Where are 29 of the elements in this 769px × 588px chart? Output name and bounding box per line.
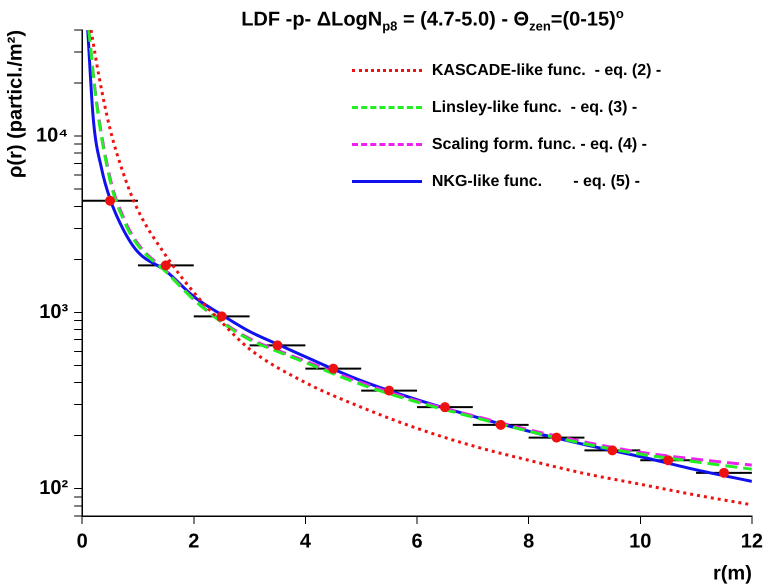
x-tick-label: 0 <box>76 530 88 553</box>
legend-label: Linsley-like func. - eq. (3) - <box>432 98 638 116</box>
x-tick-label: 12 <box>740 530 763 553</box>
point <box>607 445 618 456</box>
x-tick-label: 6 <box>411 530 423 553</box>
y-tick-label: 10⁴ <box>36 124 68 147</box>
x-tick-label: 4 <box>300 530 312 553</box>
x-tick-label: 2 <box>188 530 200 553</box>
chart-title: LDF -p- ΔLogN$_{p8}$ = (4.7-5.0) - Θ$_{zen}$=(0-15)$^{o}$ <box>240 6 625 34</box>
point <box>496 420 506 430</box>
legend-label: KASCADE-like func. - eq. (2) - <box>432 62 662 80</box>
point <box>718 468 729 478</box>
point <box>384 386 394 396</box>
legend-label: Scaling form. func. - eq. (4) - <box>432 136 647 154</box>
x-tick-label: 8 <box>523 530 534 553</box>
point <box>663 455 674 466</box>
y-axis-title: ρ(r) (particl./m²) <box>4 30 27 178</box>
point <box>105 196 116 206</box>
x-axis-title: r(m) <box>712 562 752 585</box>
x-tick-label: 10 <box>629 530 652 553</box>
point <box>552 432 562 443</box>
point <box>216 311 227 322</box>
point <box>160 260 171 270</box>
point <box>328 364 338 374</box>
y-tick-label: 10² <box>39 477 68 500</box>
point <box>272 340 282 350</box>
point <box>440 402 450 412</box>
legend-label: NKG-like func. - eq. (5) - <box>432 172 640 190</box>
y-tick-label: 10³ <box>39 300 68 323</box>
